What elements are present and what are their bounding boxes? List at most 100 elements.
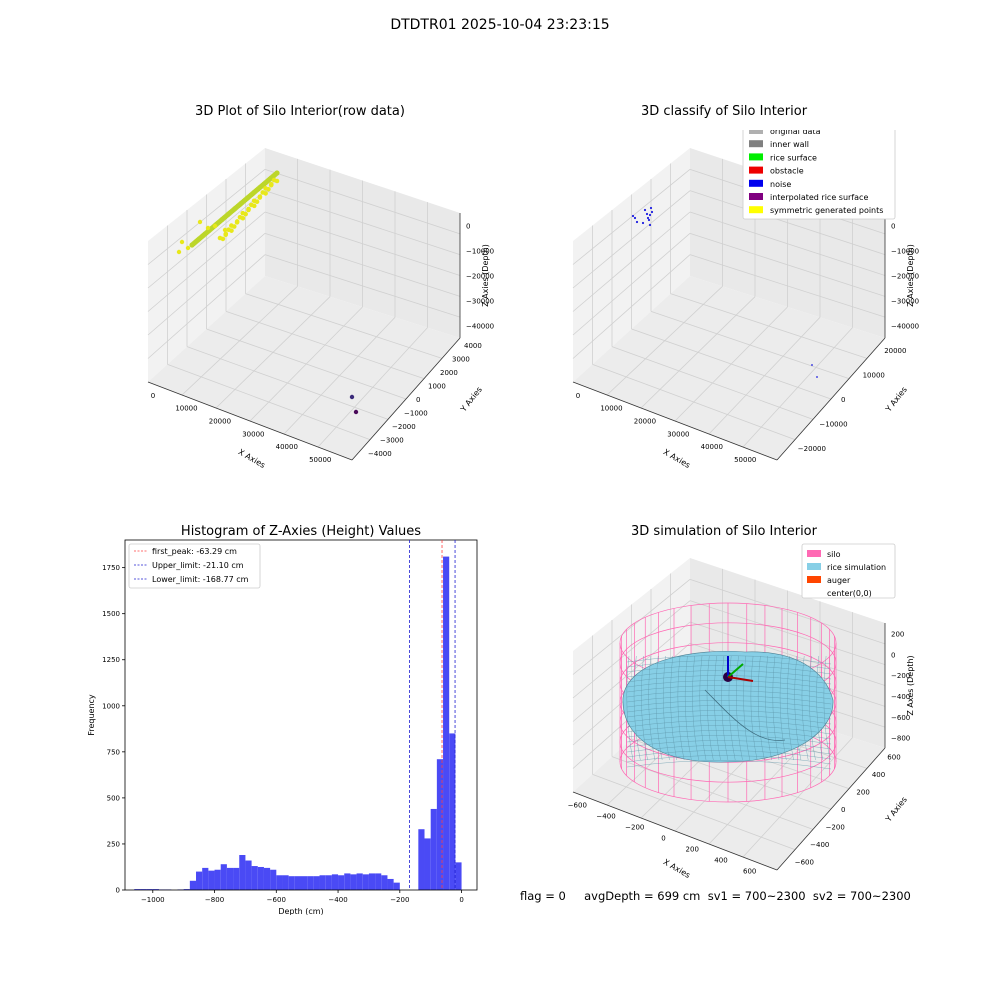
p4-legend-swatch	[807, 576, 821, 583]
p2-x-tick-label: 20000	[634, 417, 656, 425]
p4-rice-meshline	[721, 655, 729, 761]
p4-rice-fold	[704, 689, 786, 741]
p4-rice-meshline	[714, 655, 721, 761]
hist-legend-label: Upper_limit: -21.10 cm	[152, 561, 244, 570]
hist-bar	[152, 889, 159, 890]
p4-rice-meshline	[670, 655, 677, 761]
p2-z-tick-label: −40000	[891, 323, 919, 331]
hist-bar	[140, 889, 147, 890]
p2-legend-swatch	[749, 166, 763, 174]
p2-y-tick-label: −20000	[798, 445, 826, 453]
p1-y-tick-label: 0	[416, 396, 420, 404]
p2-noise-point	[648, 223, 652, 227]
p2-z-tick-label: 0	[891, 223, 895, 231]
p1-y-axis-label: Y Axies	[458, 385, 484, 414]
p2-legend-swatch	[749, 140, 763, 148]
p4-rice-meshline	[648, 655, 656, 761]
p4-z-tick-label: 200	[891, 630, 904, 638]
p2-points	[631, 206, 818, 378]
p1-points	[176, 170, 359, 415]
p4-y-axis-line	[776, 747, 886, 871]
p4-z-axis-label: Z Axes (Depth)	[906, 655, 915, 715]
p1-y-tick-label: −4000	[368, 450, 392, 458]
p1-point	[229, 228, 234, 233]
hist-bar	[146, 889, 153, 890]
p2-x-tick-label: 50000	[734, 456, 756, 464]
p4-x-tick-label: 400	[714, 857, 727, 865]
hist-bar	[233, 867, 240, 890]
p4-rice-meshline	[750, 655, 758, 761]
p4-legend-label: silo	[827, 550, 841, 559]
p1-point	[223, 232, 228, 238]
p1-x-tick-label: 10000	[175, 405, 197, 413]
hist-bar	[226, 867, 234, 890]
hist-bar	[436, 759, 444, 890]
hist-y-tick-label: 500	[107, 794, 120, 802]
p1-gridline	[264, 254, 461, 318]
p4-rice-meshline	[816, 655, 823, 761]
hist-bar	[307, 876, 314, 890]
status-footer: flag = 0 avgDepth = 699 cm sv1 = 700~230…	[520, 889, 911, 903]
p4-y-tick-label: 200	[856, 789, 869, 797]
p4-rice-meshline	[706, 655, 714, 761]
hist-legend: first_peak: -63.29 cm Upper_limit: -21.10…	[128, 543, 261, 589]
p4-rice-meshline	[626, 730, 832, 740]
p1-point	[251, 203, 257, 209]
p2-noise-point	[647, 218, 651, 222]
p4-rice-meshline	[626, 685, 832, 695]
p1-point	[274, 170, 280, 176]
p1-x-tick-label: 20000	[209, 417, 231, 425]
hist-x-tick-label: −200	[390, 896, 409, 904]
hist-bar	[301, 876, 308, 890]
p4-y-tick-label: 400	[872, 771, 885, 779]
p2-noise-point	[811, 364, 813, 366]
p2-legend: original data inner wall rice surface obsta…	[742, 130, 896, 220]
hist-bar	[189, 880, 197, 890]
hist-x-axis-label: Depth (cm)	[278, 907, 323, 915]
hist-bar	[270, 869, 277, 890]
p1-point	[240, 215, 246, 221]
p4-rice-meshline	[626, 715, 832, 725]
p1-gridline	[147, 254, 266, 359]
hist-bar	[208, 870, 215, 890]
hist-y-tick-label: 250	[107, 840, 120, 848]
p4-rice-meshline	[626, 690, 832, 700]
p1-point	[220, 236, 226, 242]
hist-bar	[449, 733, 456, 890]
p1-point	[243, 211, 248, 217]
p2-noise-point	[633, 216, 637, 220]
p4-x-tick-label: −200	[625, 824, 644, 832]
panel-title-raw: 3D Plot of Silo Interior(row data)	[195, 104, 405, 119]
hist-bar	[455, 862, 462, 890]
simulation-3d-plot: −600 −400 −200 0 200 400 600 −600 −400 −200 0 200 40…	[568, 543, 915, 880]
p1-point	[274, 178, 280, 184]
p2-gridline	[572, 254, 691, 359]
p2-legend-frame	[742, 130, 896, 220]
p4-rice-meshline	[626, 705, 832, 715]
p4-rice-meshline	[736, 655, 743, 761]
p4-rice-meshline	[626, 655, 832, 665]
p4-rice-meshline	[655, 655, 663, 761]
p2-noise-point	[649, 206, 653, 210]
p2-noise-point	[631, 214, 635, 218]
p4-x-tick-label: 600	[743, 868, 756, 876]
p4-rice-meshline	[699, 655, 707, 761]
p4-z-tick-label: −600	[891, 714, 910, 722]
p4-rice-meshline	[626, 700, 832, 710]
hist-bars	[134, 556, 462, 890]
hist-bar	[338, 875, 345, 890]
p2-z-tick-label: −10000	[891, 248, 919, 256]
hist-bar	[331, 874, 339, 890]
p4-rice-meshline	[677, 655, 685, 761]
p1-x-tick-label: 40000	[276, 443, 298, 451]
p4-rice-meshline	[626, 710, 832, 720]
hist-bar	[344, 873, 351, 890]
p2-legend-label: inner wall	[770, 140, 809, 149]
p2-legend-swatch	[749, 130, 763, 134]
p1-point	[268, 182, 274, 188]
p2-y-tick-label: −10000	[819, 420, 847, 428]
p2-legend-label: rice surface	[770, 153, 817, 162]
p1-point	[246, 207, 251, 213]
p2-grid	[572, 158, 886, 448]
hist-bar	[368, 873, 376, 890]
